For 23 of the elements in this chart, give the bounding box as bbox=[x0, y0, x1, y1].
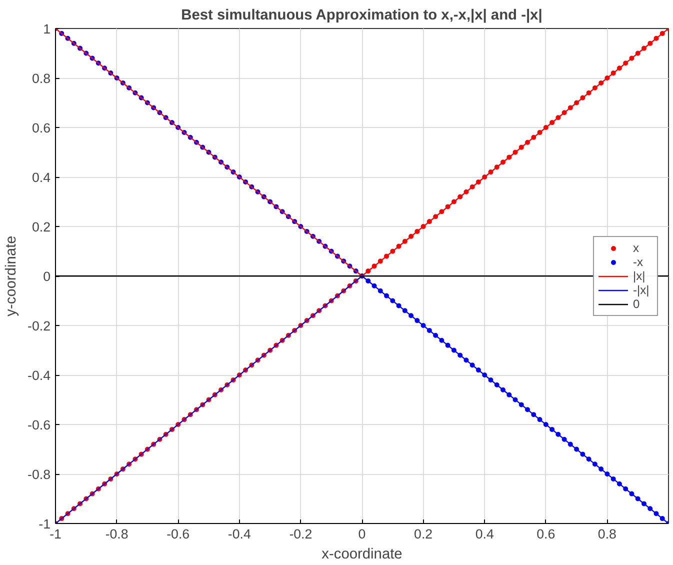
x-tick-label: 0.4 bbox=[475, 526, 494, 542]
x-tick-label: 0.8 bbox=[598, 526, 616, 542]
y-tick-label: -0.6 bbox=[28, 418, 50, 432]
y-tick-label: -0.4 bbox=[28, 368, 52, 383]
x-axis-title: x-coordinate bbox=[322, 546, 402, 562]
y-tick-label: 0.2 bbox=[32, 220, 51, 234]
x-tick-label: -0.4 bbox=[228, 526, 252, 542]
y-tick-label: 0.4 bbox=[32, 170, 52, 185]
y-tick-label: 0.8 bbox=[32, 71, 51, 86]
x-tick-label: 0.6 bbox=[536, 526, 556, 542]
x-tick-label: -0.2 bbox=[289, 526, 312, 542]
y-tick-label: 1 bbox=[43, 22, 51, 36]
y-tick-label: -1 bbox=[38, 516, 51, 532]
x-tick-label: 0 bbox=[358, 526, 366, 542]
x-tick-label: -0.8 bbox=[105, 526, 128, 542]
y-tick-label: 0 bbox=[43, 269, 51, 284]
y-tick-label: -0.8 bbox=[28, 467, 50, 482]
chart-title: Best simultanuous Approximation to x,-x,|x| and -|x| bbox=[181, 8, 542, 24]
y-axis-title: y-coordinate bbox=[4, 236, 20, 316]
x-tick-label: 0.2 bbox=[414, 526, 433, 542]
y-tick-label: 0.6 bbox=[32, 120, 51, 136]
x-tick-label: -0.6 bbox=[166, 526, 190, 542]
y-tick-label: -0.2 bbox=[28, 318, 50, 334]
